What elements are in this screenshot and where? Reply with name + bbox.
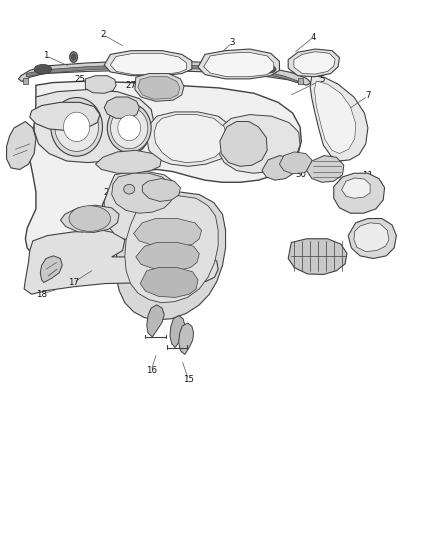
Text: 15: 15 bbox=[183, 375, 194, 384]
Polygon shape bbox=[112, 173, 173, 213]
Polygon shape bbox=[354, 223, 389, 252]
Polygon shape bbox=[279, 152, 312, 174]
Polygon shape bbox=[18, 60, 311, 85]
Polygon shape bbox=[334, 173, 385, 213]
Text: 16: 16 bbox=[145, 366, 157, 375]
Polygon shape bbox=[26, 64, 298, 83]
Text: 17: 17 bbox=[68, 278, 79, 287]
Text: 1: 1 bbox=[43, 52, 49, 60]
Polygon shape bbox=[40, 256, 62, 282]
Text: 21: 21 bbox=[103, 189, 114, 197]
Polygon shape bbox=[154, 115, 227, 163]
Polygon shape bbox=[198, 49, 279, 79]
Polygon shape bbox=[25, 81, 301, 259]
Polygon shape bbox=[179, 323, 194, 354]
Text: 11: 11 bbox=[362, 172, 374, 180]
Text: 29: 29 bbox=[115, 108, 126, 116]
Polygon shape bbox=[85, 76, 116, 93]
Polygon shape bbox=[307, 156, 344, 182]
Polygon shape bbox=[310, 76, 368, 161]
Text: 22: 22 bbox=[112, 165, 123, 173]
Polygon shape bbox=[134, 219, 201, 247]
Polygon shape bbox=[104, 172, 179, 241]
Text: 24: 24 bbox=[42, 117, 53, 125]
Ellipse shape bbox=[124, 184, 134, 194]
Polygon shape bbox=[95, 150, 161, 173]
Text: 25: 25 bbox=[74, 76, 85, 84]
Ellipse shape bbox=[71, 54, 76, 60]
Polygon shape bbox=[298, 78, 303, 84]
Polygon shape bbox=[170, 316, 185, 348]
Ellipse shape bbox=[70, 52, 78, 62]
Text: 18: 18 bbox=[36, 290, 47, 298]
Text: 19: 19 bbox=[68, 221, 79, 229]
Text: 13: 13 bbox=[373, 244, 385, 252]
Text: 23: 23 bbox=[20, 140, 31, 148]
Text: 10: 10 bbox=[325, 164, 336, 172]
Ellipse shape bbox=[110, 107, 148, 149]
Ellipse shape bbox=[51, 98, 102, 156]
Polygon shape bbox=[104, 97, 139, 118]
Polygon shape bbox=[294, 52, 335, 74]
Polygon shape bbox=[23, 78, 28, 84]
Text: 8: 8 bbox=[236, 156, 241, 164]
Polygon shape bbox=[262, 156, 294, 180]
Text: 4: 4 bbox=[311, 33, 316, 42]
Polygon shape bbox=[138, 77, 180, 99]
Polygon shape bbox=[288, 49, 339, 77]
Text: 9: 9 bbox=[289, 164, 294, 172]
Polygon shape bbox=[34, 90, 154, 163]
Polygon shape bbox=[24, 230, 218, 294]
Polygon shape bbox=[288, 239, 347, 274]
Polygon shape bbox=[147, 305, 164, 337]
Polygon shape bbox=[348, 219, 396, 259]
Polygon shape bbox=[125, 196, 218, 303]
Text: 27: 27 bbox=[125, 81, 136, 90]
Polygon shape bbox=[116, 192, 226, 320]
Polygon shape bbox=[220, 122, 267, 166]
Text: 2: 2 bbox=[100, 30, 106, 39]
Polygon shape bbox=[342, 178, 370, 198]
Polygon shape bbox=[314, 81, 356, 154]
Text: 30: 30 bbox=[296, 171, 307, 179]
Polygon shape bbox=[30, 102, 100, 131]
Ellipse shape bbox=[263, 66, 276, 73]
Polygon shape bbox=[140, 268, 198, 297]
Text: 14: 14 bbox=[318, 265, 330, 273]
Text: 5: 5 bbox=[319, 76, 325, 84]
Polygon shape bbox=[110, 53, 187, 75]
Polygon shape bbox=[136, 243, 199, 271]
Ellipse shape bbox=[107, 103, 151, 152]
Ellipse shape bbox=[64, 112, 90, 142]
Polygon shape bbox=[60, 205, 119, 232]
Polygon shape bbox=[147, 112, 233, 166]
Ellipse shape bbox=[118, 115, 141, 141]
Polygon shape bbox=[135, 74, 184, 101]
Text: 3: 3 bbox=[230, 38, 235, 47]
Text: 20: 20 bbox=[150, 189, 161, 197]
Polygon shape bbox=[104, 51, 192, 76]
Ellipse shape bbox=[34, 64, 52, 74]
Polygon shape bbox=[217, 115, 300, 173]
Text: 7: 7 bbox=[365, 92, 371, 100]
Polygon shape bbox=[204, 52, 274, 77]
Polygon shape bbox=[142, 179, 180, 201]
Ellipse shape bbox=[55, 102, 99, 151]
Polygon shape bbox=[7, 122, 36, 169]
Ellipse shape bbox=[69, 206, 110, 231]
